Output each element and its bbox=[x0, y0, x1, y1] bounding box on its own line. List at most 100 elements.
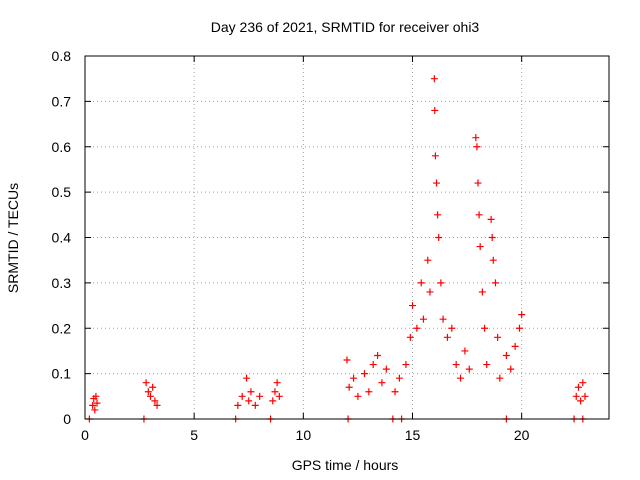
data-point bbox=[457, 374, 465, 382]
data-point bbox=[461, 347, 469, 355]
y-tick-label: 0.3 bbox=[52, 275, 72, 291]
data-point bbox=[502, 351, 510, 359]
x-axis-label: GPS time / hours bbox=[292, 457, 399, 473]
data-point bbox=[435, 234, 443, 241]
data-point bbox=[391, 388, 399, 396]
y-tick-label: 0.5 bbox=[52, 184, 72, 200]
data-point bbox=[151, 397, 159, 405]
data-point bbox=[271, 388, 279, 396]
data-point bbox=[426, 288, 434, 296]
data-point bbox=[345, 383, 353, 391]
data-point bbox=[494, 333, 502, 341]
data-point bbox=[424, 256, 432, 264]
y-axis-label: SRMTID / TECUs bbox=[5, 183, 21, 293]
data-point bbox=[251, 401, 259, 409]
data-point bbox=[430, 75, 438, 83]
data-point bbox=[269, 397, 277, 405]
data-point bbox=[382, 365, 390, 373]
data-point bbox=[365, 388, 373, 396]
data-point bbox=[275, 392, 283, 400]
data-point bbox=[153, 401, 161, 409]
data-point bbox=[273, 379, 281, 387]
data-point bbox=[147, 392, 154, 400]
data-point bbox=[360, 370, 368, 378]
data-point bbox=[478, 288, 486, 296]
data-point bbox=[417, 279, 425, 287]
data-point bbox=[465, 365, 473, 373]
data-point bbox=[472, 134, 480, 142]
y-tick-labels: 0 0.1 0.2 0.3 0.4 0.5 0.6 0.7 0.8 bbox=[52, 48, 72, 427]
data-point bbox=[433, 179, 441, 187]
x-tick-label: 0 bbox=[81, 427, 89, 443]
data-point bbox=[452, 361, 460, 369]
data-point bbox=[93, 399, 101, 407]
data-point bbox=[343, 356, 351, 364]
data-point bbox=[369, 361, 377, 369]
x-tick-label: 15 bbox=[405, 427, 421, 443]
data-point bbox=[577, 397, 585, 405]
data-point bbox=[434, 211, 442, 219]
data-point bbox=[511, 342, 519, 350]
data-point bbox=[515, 324, 523, 332]
data-point bbox=[91, 406, 99, 414]
data-point bbox=[481, 324, 489, 332]
data-point bbox=[238, 392, 246, 400]
data-point bbox=[487, 215, 495, 223]
data-point bbox=[409, 302, 416, 310]
data-point bbox=[92, 392, 100, 400]
data-point bbox=[256, 392, 264, 400]
data-point bbox=[245, 397, 253, 405]
y-tick-label: 0.6 bbox=[52, 139, 72, 155]
data-point bbox=[574, 383, 582, 391]
data-point bbox=[354, 392, 362, 400]
data-point bbox=[496, 374, 504, 382]
grid-lines bbox=[85, 56, 609, 419]
data-point bbox=[149, 383, 157, 391]
y-tick-label: 0.1 bbox=[52, 366, 72, 382]
data-point bbox=[518, 311, 526, 319]
x-tick-labels: 0 5 10 15 20 bbox=[81, 427, 530, 443]
data-point bbox=[144, 388, 152, 396]
data-point bbox=[439, 315, 447, 323]
data-point bbox=[475, 211, 483, 219]
data-point bbox=[431, 106, 439, 114]
y-tick-label: 0 bbox=[63, 411, 71, 427]
data-point bbox=[419, 315, 427, 323]
data-point bbox=[402, 361, 410, 369]
data-point bbox=[473, 143, 481, 151]
data-point bbox=[395, 374, 403, 382]
data-point bbox=[491, 279, 499, 287]
data-point bbox=[437, 279, 445, 287]
y-tick-label: 0.7 bbox=[52, 93, 72, 109]
data-point bbox=[234, 401, 242, 409]
x-tick-label: 10 bbox=[296, 427, 312, 443]
plot-frame bbox=[84, 55, 610, 420]
data-point bbox=[247, 388, 255, 396]
axis-ticks bbox=[84, 55, 609, 420]
data-point bbox=[142, 379, 150, 387]
data-point bbox=[413, 324, 421, 332]
x-tick-label: 20 bbox=[514, 427, 530, 443]
y-tick-label: 0.2 bbox=[52, 320, 72, 336]
data-point bbox=[243, 374, 251, 382]
data-point bbox=[431, 152, 439, 160]
data-points bbox=[85, 75, 589, 423]
data-point bbox=[474, 179, 482, 187]
y-tick-label: 0.8 bbox=[52, 48, 72, 64]
x-tick-label: 5 bbox=[190, 427, 198, 443]
y-tick-label: 0.4 bbox=[52, 230, 72, 246]
data-point bbox=[489, 256, 497, 264]
data-point bbox=[507, 365, 515, 373]
data-point bbox=[448, 324, 456, 332]
data-point bbox=[483, 361, 491, 369]
data-point bbox=[476, 243, 484, 251]
chart-title: Day 236 of 2021, SRMTID for receiver ohi… bbox=[211, 19, 480, 35]
data-point bbox=[579, 379, 587, 387]
data-point bbox=[572, 392, 580, 400]
data-point bbox=[378, 379, 386, 387]
data-point bbox=[350, 374, 358, 382]
data-point bbox=[443, 333, 451, 341]
data-point bbox=[374, 351, 382, 359]
data-point bbox=[581, 392, 589, 400]
